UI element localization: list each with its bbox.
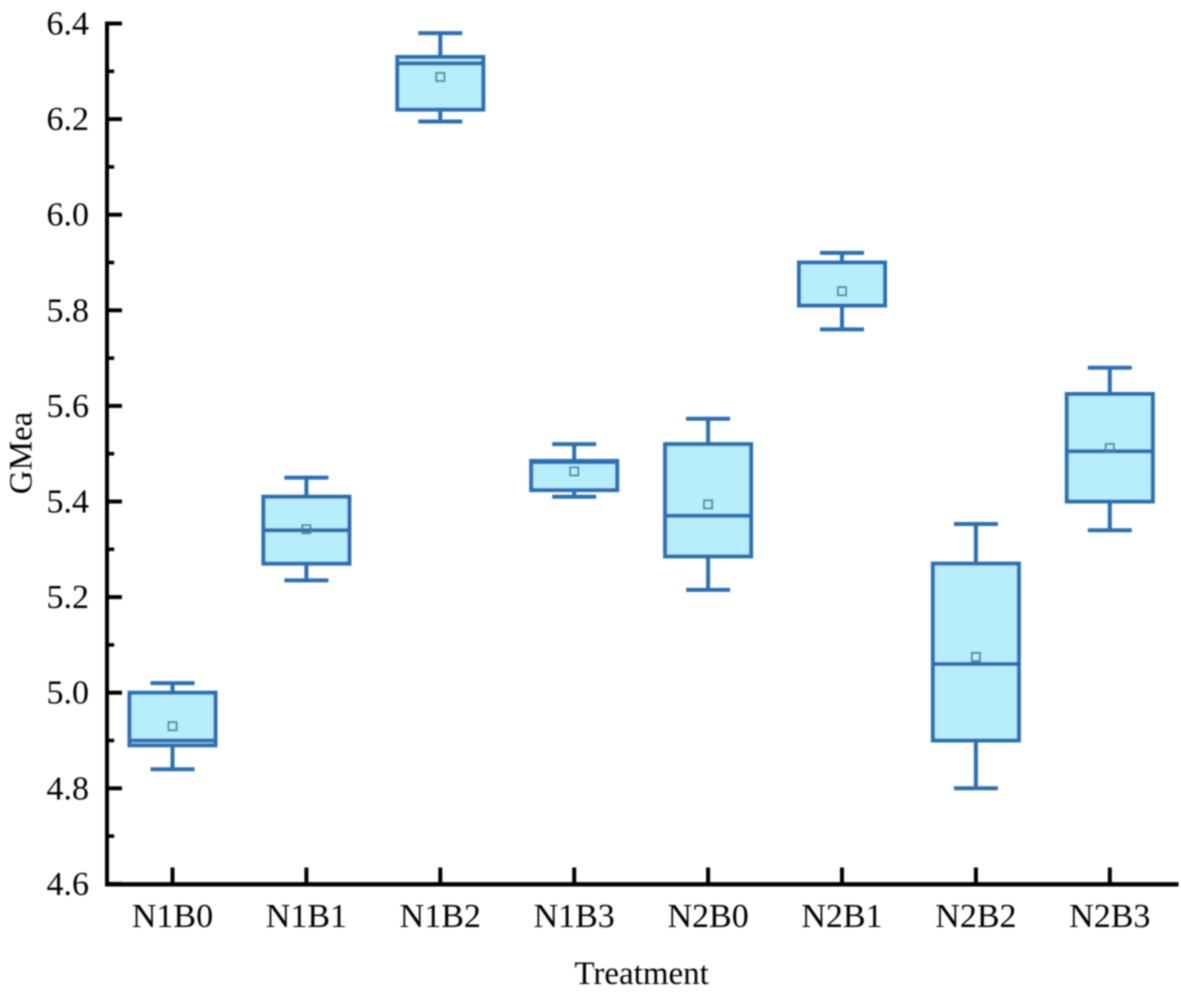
svg-text:N2B3: N2B3 (1069, 898, 1150, 935)
svg-text:N2B1: N2B1 (801, 898, 882, 935)
svg-text:N1B1: N1B1 (266, 898, 347, 935)
svg-text:5.4: 5.4 (47, 484, 90, 521)
svg-text:5.2: 5.2 (47, 579, 90, 616)
svg-text:N1B2: N1B2 (400, 898, 481, 935)
svg-text:GMea: GMea (4, 411, 40, 494)
svg-text:5.0: 5.0 (47, 675, 90, 712)
svg-text:5.6: 5.6 (47, 388, 90, 425)
svg-text:N2B0: N2B0 (667, 898, 748, 935)
svg-text:6.0: 6.0 (47, 197, 90, 234)
svg-text:N1B0: N1B0 (132, 898, 213, 935)
svg-text:N2B2: N2B2 (935, 898, 1016, 935)
svg-text:5.8: 5.8 (47, 292, 90, 329)
svg-text:Treatment: Treatment (574, 956, 708, 992)
svg-text:4.8: 4.8 (47, 770, 90, 807)
svg-text:6.4: 6.4 (47, 6, 90, 43)
svg-text:4.6: 4.6 (47, 866, 90, 903)
svg-text:6.2: 6.2 (47, 101, 90, 138)
svg-text:N1B3: N1B3 (534, 898, 615, 935)
